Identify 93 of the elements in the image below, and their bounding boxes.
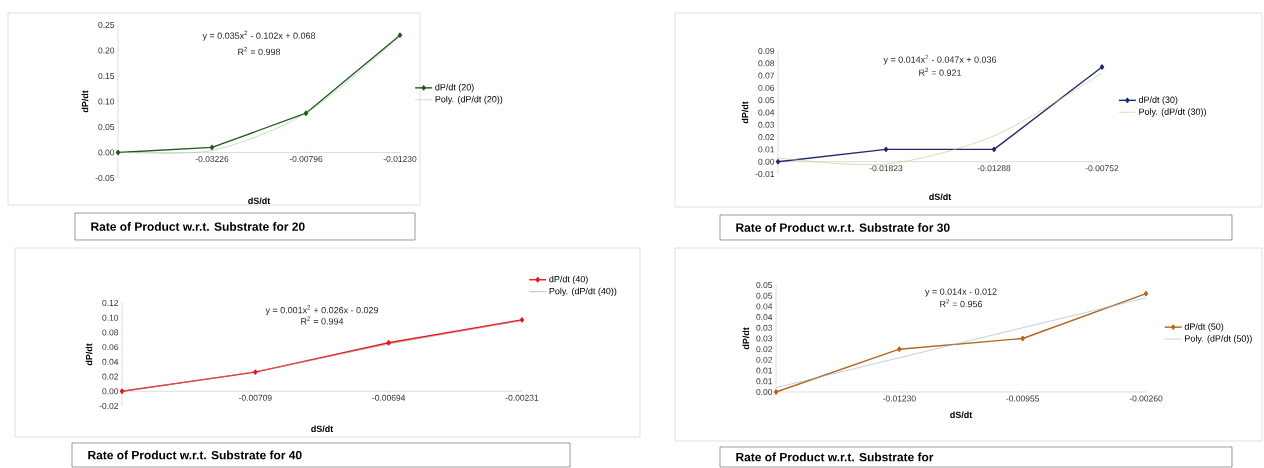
annotation: R$^{2}$ = 0.921 [919,67,962,76]
y-axis-title: dP/dt [742,327,750,350]
annotation: y = 0.014x - 0.012 [925,288,997,297]
y-tick-label: 0.05 [756,282,773,288]
annotation: y = 0.001x$^{2}$ + 0.026x - 0.029 [265,305,379,316]
point [519,317,525,323]
x-tick-label: -0.00694 [372,394,406,401]
y-tick-label: 0.05 [98,123,115,130]
y-tick-label: 0.06 [758,84,775,91]
point [303,110,309,116]
point [1143,290,1149,297]
x-tick-label: -0.00955 [1006,395,1040,402]
legend-label: dP/dt (20) [435,83,474,93]
y-tick-label: 0.04 [758,109,775,116]
y-tick-label: 0.01 [756,367,773,374]
x-tick-label: -0.03226 [195,156,229,162]
y-tick-label: 0.01 [756,378,773,385]
y-tick-label: -0.05 [95,174,115,181]
x-tick-label: -0.00752 [1085,165,1119,172]
x-axis-title: dS/dt [311,425,334,433]
legend-label: Poly. (dP/dt (40)) [549,287,617,297]
x-tick-label: 0.00 [756,388,773,395]
x-tick-label: -0.00231 [505,394,539,401]
annotation: y = 0.014x$^{2}$ - 0.047x + 0.036 [883,54,997,65]
point [883,146,889,153]
y-axis-title: dP/dt [741,101,749,124]
x-tick-label: -0.00709 [239,394,272,401]
y-tick-label: 0.10 [98,98,115,105]
x-tick-label: 0.00 [98,149,115,156]
x-tick-label: -0.00260 [1129,395,1163,402]
y-tick-label: 0.02 [756,356,773,363]
y-tick-label: 0.01 [758,146,775,153]
y-tick-label: 0.02 [758,134,775,141]
y-tick-label: 0.03 [758,121,775,128]
legend-label: dP/dt (40) [549,275,588,285]
y-tick-label: 0.10 [102,314,119,321]
x-tick-label: -0.01288 [977,165,1011,172]
point [386,340,391,346]
y-tick-label: 0.03 [756,335,773,342]
legend-label: Poly. (dP/dt (20)) [435,95,503,105]
point [397,32,403,38]
point [209,144,215,151]
y-tick-label: 0.04 [102,358,119,365]
point [1099,64,1105,70]
point [991,146,997,153]
point [1020,335,1025,342]
x-tick-label: -0.01230 [383,156,417,162]
point [253,369,258,375]
y-tick-label: 0.04 [756,303,773,310]
x-axis-title: dS/dt [248,197,271,205]
x-axis-title: dS/dt [929,193,952,201]
annotation: R$^{2}$ = 0.956 [940,299,983,308]
annotation: R$^{2}$ = 0.994 [301,316,344,325]
x-tick-label: -0.00796 [289,156,323,162]
y-tick-label: -0.01 [755,170,775,177]
legend-label: Poly. (dP/dt (30)) [1139,108,1206,117]
text: Rate of Product w.r.t. Substrate for 40 [88,450,302,460]
point [773,389,779,395]
x-tick-label: 0.00 [758,158,775,165]
y-tick-label: 0.03 [756,324,773,331]
x-tick-label: -0.01230 [883,395,916,402]
point [897,346,902,352]
annotation: y = 0.035x$^{2}$ - 0.102x + 0.068 [202,30,316,41]
annotation: R$^{2}$ = 0.998 [238,46,281,56]
text: Rate of Product w.r.t. Substrate for 20 [91,222,305,231]
y-tick-label: 0.09 [758,48,775,54]
y-tick-label: 0.02 [102,373,119,380]
y-axis-title: dP/dt [81,90,89,113]
text: Rate of Product w.r.t. Substrate for 30 [736,223,950,232]
x-axis-title: dS/dt [950,411,973,419]
x-tick-label: 0.00 [102,388,119,395]
y-tick-label: 0.07 [758,72,775,79]
text: Rate of Product w.r.t. Substrate for [736,452,934,462]
y-tick-label: 0.04 [756,314,773,321]
y-tick-label: 0.05 [756,292,773,299]
y-tick-label: 0.02 [756,346,773,353]
y-tick-label: 0.20 [98,47,115,54]
y-tick-label: 0.15 [98,72,115,79]
y-tick-label: 0.08 [102,329,119,336]
point [119,388,125,394]
y-axis-title: dP/dt [85,343,93,366]
point [115,149,121,156]
y-tick-label: 0.25 [98,22,115,28]
y-tick-label: 0.12 [102,299,119,306]
legend-label: dP/dt (30) [1138,96,1178,105]
x-tick-label: -0.01823 [869,165,903,172]
y-tick-label: -0.02 [99,402,119,409]
y-tick-label: 0.08 [758,60,775,67]
y-tick-label: 0.06 [102,344,119,351]
y-tick-label: 0.05 [758,97,775,104]
legend-label: Poly. (dP/dt (50)) [1185,335,1252,344]
legend-label: dP/dt (50) [1184,323,1224,332]
point [775,158,781,165]
